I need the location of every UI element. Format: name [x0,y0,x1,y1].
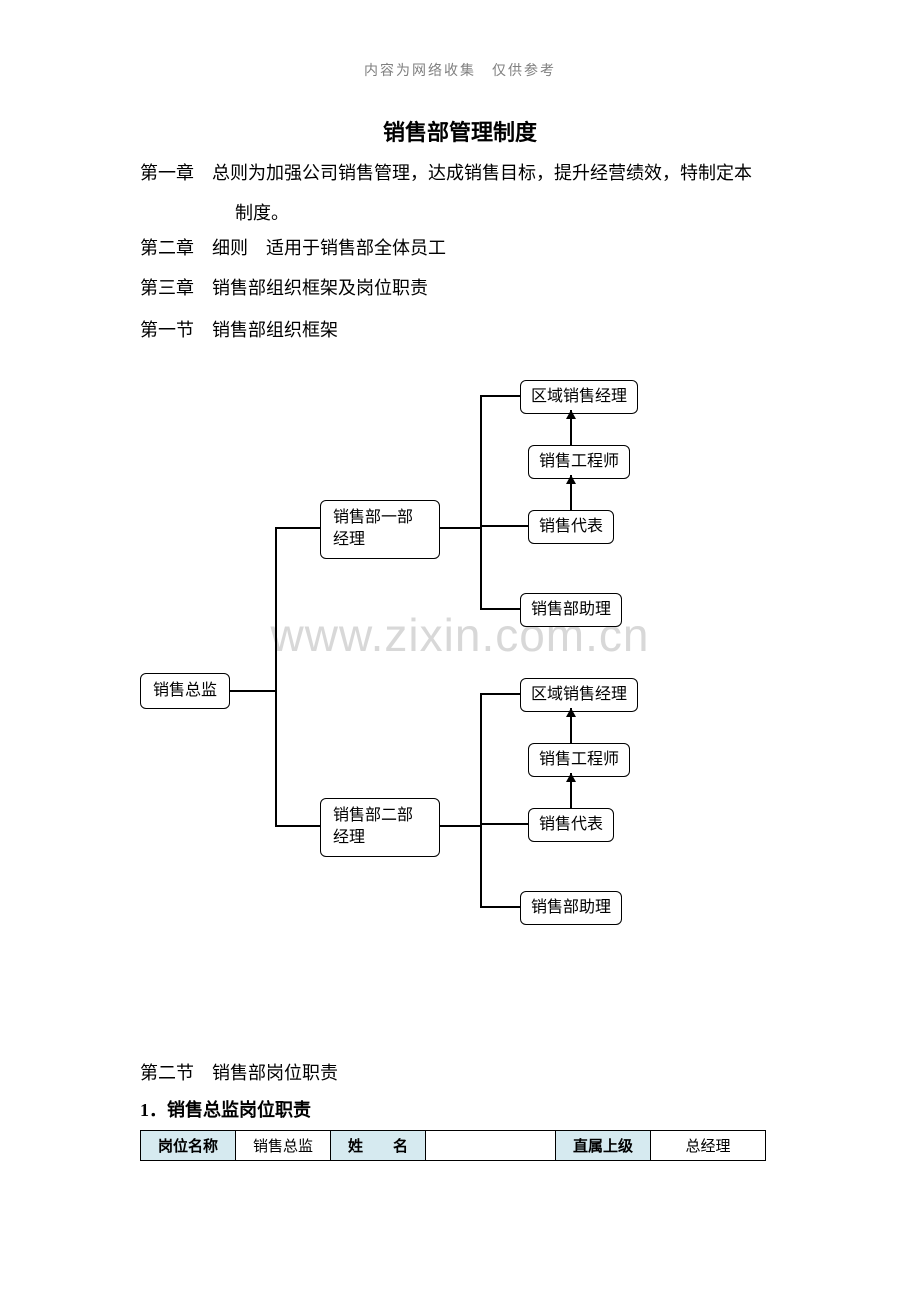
section-2: 第二节 销售部岗位职责 [140,1060,338,1087]
conn [480,395,520,397]
node-g2-2: 销售代表 [528,808,614,842]
section-1: 第一节 销售部组织框架 [140,317,338,344]
th-name: 姓 名 [331,1131,426,1161]
conn [480,823,528,825]
conn [480,693,520,695]
node-g2-1: 销售工程师 [528,743,630,777]
node-dept1: 销售部一部 经理 [320,500,440,559]
chapter-3: 第三章 销售部组织框架及岗位职责 [140,275,428,302]
arrow-icon [566,708,576,717]
th-position: 岗位名称 [141,1131,236,1161]
th-superior: 直属上级 [556,1131,651,1161]
node-g2-3: 销售部助理 [520,891,622,925]
chapter-1: 第一章 总则为加强公司销售管理，达成销售目标，提升经营绩效，特制定本 [140,160,780,187]
td-name-val [426,1131,556,1161]
chapter-2: 第二章 细则 适用于销售部全体员工 [140,235,446,262]
conn [275,527,277,825]
node-g1-3: 销售部助理 [520,593,622,627]
conn [480,906,520,908]
node-g1-1: 销售工程师 [528,445,630,479]
td-position-val: 销售总监 [236,1131,331,1161]
node-g2-0: 区域销售经理 [520,678,638,712]
conn [230,690,275,692]
conn [275,527,320,529]
td-superior-val: 总经理 [651,1131,766,1161]
arrow-icon [566,410,576,419]
arrow-icon [566,773,576,782]
conn [480,693,482,908]
chapter-1-cont: 制度。 [235,200,289,227]
node-g1-2: 销售代表 [528,510,614,544]
conn [275,825,320,827]
conn [480,395,482,610]
conn [480,525,528,527]
document-title: 销售部管理制度 [0,115,920,147]
header-note: 内容为网络收集 仅供参考 [0,60,920,80]
conn [440,825,480,827]
node-g1-0: 区域销售经理 [520,380,638,414]
org-chart: 销售总监 销售部一部 经理 销售部二部 经理 区域销售经理 销售工程师 销售代表… [140,380,780,940]
arrow-icon [566,475,576,484]
node-root: 销售总监 [140,673,230,709]
conn [440,527,480,529]
position-table: 岗位名称 销售总监 姓 名 直属上级 总经理 [140,1130,766,1161]
conn [480,608,520,610]
node-dept2: 销售部二部 经理 [320,798,440,857]
subsection-1: 1．销售总监岗位职责 [140,1097,311,1124]
